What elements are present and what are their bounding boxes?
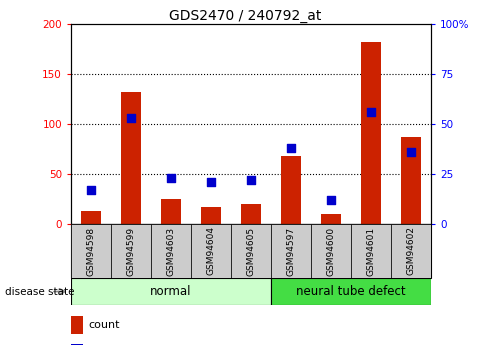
Bar (71, 344, 83, 345)
Point (127, 116, 135, 121)
Bar (71, 224, 111, 278)
Text: GSM94605: GSM94605 (246, 226, 256, 276)
Text: GSM94599: GSM94599 (126, 226, 136, 276)
Point (327, 197, 335, 203)
Text: GSM94600: GSM94600 (327, 226, 336, 276)
Point (368, 109, 375, 115)
Bar (361, 42, 381, 224)
Bar (351, 224, 391, 278)
Text: count: count (88, 320, 120, 330)
Point (87, 187, 95, 193)
Text: GSM94597: GSM94597 (287, 226, 295, 276)
Bar (121, 92, 141, 224)
Bar (241, 204, 261, 224)
Point (207, 179, 215, 185)
Bar (111, 224, 151, 278)
Bar (201, 207, 221, 224)
Bar (391, 224, 431, 278)
Text: disease state: disease state (5, 287, 74, 296)
Text: GSM94604: GSM94604 (207, 226, 216, 276)
Bar (401, 137, 421, 224)
Point (287, 146, 295, 151)
Bar (191, 224, 231, 278)
Point (407, 149, 415, 155)
Text: neural tube defect: neural tube defect (296, 285, 406, 298)
Bar (151, 224, 191, 278)
Text: GDS2470 / 240792_at: GDS2470 / 240792_at (169, 9, 321, 23)
Bar (71, 278, 271, 305)
Bar (271, 224, 311, 278)
Point (247, 177, 255, 183)
Bar (321, 214, 341, 224)
Bar (81, 211, 101, 224)
Text: GSM94603: GSM94603 (167, 226, 175, 276)
Point (167, 176, 175, 181)
Text: normal: normal (150, 285, 192, 298)
Text: GSM94602: GSM94602 (407, 226, 416, 276)
Text: GSM94601: GSM94601 (367, 226, 376, 276)
Bar (71, 316, 83, 334)
Bar (311, 224, 351, 278)
Bar (231, 224, 271, 278)
Bar (281, 156, 301, 224)
Bar (271, 278, 431, 305)
Bar (161, 199, 181, 224)
Text: GSM94598: GSM94598 (87, 226, 96, 276)
